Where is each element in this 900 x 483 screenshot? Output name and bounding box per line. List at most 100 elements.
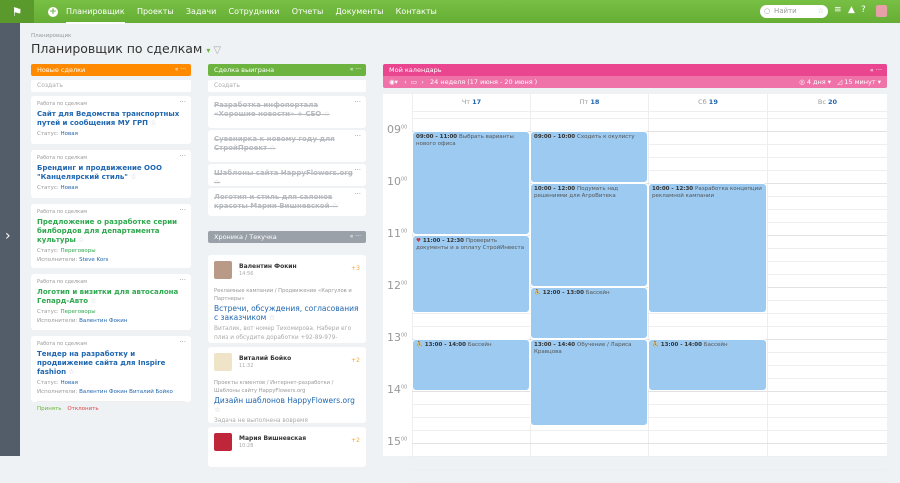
dropdown-icon[interactable]: ▾ xyxy=(206,46,211,55)
calendar-event[interactable]: 09:00 - 11:00 Выбрать варианты нового оф… xyxy=(412,131,530,235)
star-icon[interactable]: ☆ xyxy=(147,119,157,127)
collapse-more-icons[interactable]: « ··· xyxy=(174,66,186,73)
more-icon[interactable]: ··· xyxy=(354,132,361,140)
calendar-event[interactable]: ⛹ 13:00 - 14:00 Бассейн xyxy=(648,339,767,391)
card-title[interactable]: Брендинг и продвижение ООО "Канцелярский… xyxy=(37,164,185,182)
nav-projects[interactable]: Проекты xyxy=(136,6,174,16)
collapse-more-icons[interactable]: « ··· xyxy=(349,233,361,240)
won-deal-card[interactable]: ··· Разработка инфопортала «Хорошие новос… xyxy=(208,96,366,128)
more-icon[interactable]: ··· xyxy=(354,190,361,198)
feed-item[interactable]: Мария Вишневская 10:28 +2 xyxy=(208,427,366,467)
card-title-text[interactable]: Сувенирка к новому году для СтройПроект xyxy=(214,135,335,152)
author-name[interactable]: Валентин Фокин xyxy=(239,263,297,270)
task-link-text[interactable]: Дизайн шаблонов HappyFlowers.org xyxy=(214,396,355,405)
status-value[interactable]: Переговоры xyxy=(60,309,96,315)
collapse-more-icons[interactable]: « ··· xyxy=(349,66,361,73)
calendar-grid[interactable]: Чт 17 Пт 18 Сб 19 Вс 20 0900 1000 1100 1200 1300… xyxy=(383,94,887,483)
star-icon[interactable]: ☆ xyxy=(127,173,137,181)
star-icon[interactable]: ☆ xyxy=(266,313,276,322)
calendar-event[interactable]: ⛹ 13:00 - 14:00 Бассейн xyxy=(412,339,530,391)
task-link-text[interactable]: Встречи, обсуждения, согласования с зака… xyxy=(214,304,359,322)
feed-item[interactable]: Виталий Бойко 11:32 +2 Проекты клиентов / И… xyxy=(208,347,366,424)
card-title[interactable]: Шаблоны сайта HappyFlowers.org ☆ xyxy=(214,169,360,187)
deal-card[interactable]: Работа по сделкам ··· Предложение о разраб… xyxy=(31,204,191,268)
avatar[interactable] xyxy=(214,353,232,371)
card-title[interactable]: Сувенирка к новому году для СтройПроект … xyxy=(214,135,360,153)
menu-icon[interactable]: ≡ xyxy=(834,5,842,15)
calendar-event[interactable]: ♥ 11:00 - 12:30 Проверить документы и а … xyxy=(412,235,530,313)
avatar[interactable] xyxy=(214,261,232,279)
calendar-icon[interactable]: ▭ xyxy=(410,78,418,86)
author-name[interactable]: Виталий Бойко xyxy=(239,355,292,362)
star-icon[interactable]: ☆ xyxy=(75,236,85,244)
card-title-text[interactable]: Предложение о разработке серии билбордов… xyxy=(37,218,178,244)
star-icon[interactable]: ☆ xyxy=(66,368,75,376)
nav-contacts[interactable]: Контакты xyxy=(395,6,437,16)
days-view-select[interactable]: 4 дня xyxy=(806,78,826,86)
task-link[interactable]: Встречи, обсуждения, согласования с зака… xyxy=(214,304,360,322)
calendar-event[interactable]: ⛹ 12:00 - 13:00 Бассейн xyxy=(530,287,648,339)
user-avatar[interactable] xyxy=(876,5,887,17)
card-title-text[interactable]: Разработка инфопортала «Хорошие новости»… xyxy=(214,101,322,118)
task-link[interactable]: Дизайн шаблонов HappyFlowers.org ☆ xyxy=(214,396,360,414)
step-select[interactable]: 15 минут xyxy=(844,78,876,86)
nav-planner[interactable]: Планировщик xyxy=(66,2,125,24)
status-value[interactable]: Новая xyxy=(60,380,78,386)
left-sidebar[interactable]: › xyxy=(0,23,20,456)
deal-card[interactable]: Работа по сделкам ··· Брендинг и продвижен… xyxy=(31,150,191,198)
executors-value[interactable]: Steve Kors xyxy=(79,257,109,263)
decline-button[interactable]: Отклонить xyxy=(67,406,99,412)
accept-button[interactable]: Принять xyxy=(37,406,62,412)
feed-item[interactable]: Валентин Фокин 14:56 +3 Рекламные кампании … xyxy=(208,255,366,343)
star-icon[interactable]: ☆ xyxy=(214,405,221,414)
day-header[interactable]: Пт 18 xyxy=(530,94,648,111)
user-select[interactable]: ◉▾ xyxy=(389,78,398,86)
star-icon[interactable]: ☆ xyxy=(214,178,221,186)
day-header[interactable]: Чт 17 xyxy=(412,94,530,111)
status-value[interactable]: Новая xyxy=(60,131,78,137)
logo-flag-icon[interactable]: ⚑ xyxy=(0,0,34,23)
status-value[interactable]: Новая xyxy=(60,185,78,191)
card-title-text[interactable]: Тендер на разработку и продвижение сайта… xyxy=(37,350,166,376)
star-icon[interactable]: ☆ xyxy=(817,7,824,15)
calendar-event[interactable]: 13:00 - 14:40 Обучение / Лариса Кравцова xyxy=(530,339,648,426)
star-icon[interactable]: ☆ xyxy=(267,144,276,152)
add-icon[interactable]: + xyxy=(48,6,58,17)
notification-icon[interactable]: ▲ xyxy=(848,5,855,15)
won-deal-card[interactable]: ··· Логотип и стиль для салонов красоты М… xyxy=(208,188,366,216)
nav-employees[interactable]: Сотрудники xyxy=(228,6,280,16)
deal-card[interactable]: Работа по сделкам ··· Тендер на разработку… xyxy=(31,336,191,412)
more-icon[interactable]: ··· xyxy=(179,98,186,106)
nav-documents[interactable]: Документы xyxy=(335,6,384,16)
breadcrumb[interactable]: Планировщик xyxy=(31,33,72,39)
calendar-event[interactable]: 09:00 - 10:00 Сходить к окулисту xyxy=(530,131,648,183)
filter-icon[interactable]: ▽ xyxy=(213,45,222,56)
day-header[interactable]: Вс 20 xyxy=(767,94,887,111)
more-icon[interactable]: ··· xyxy=(179,338,186,346)
column-header-won[interactable]: Сделка выиграна « ··· xyxy=(208,64,366,76)
nav-reports[interactable]: Отчеты xyxy=(291,6,324,16)
collapse-more-icons[interactable]: « ··· xyxy=(869,66,882,74)
avatar[interactable] xyxy=(214,433,232,451)
day-header[interactable]: Сб 19 xyxy=(648,94,767,111)
calendar-event[interactable]: 10:00 - 12:30 Разработка концепции рекла… xyxy=(648,183,767,313)
card-title-text[interactable]: Сайт для Ведомства транспортных путей и … xyxy=(37,110,180,127)
help-icon[interactable]: ? xyxy=(861,5,866,15)
prev-week-button[interactable]: ‹ xyxy=(404,78,407,86)
chevron-right-icon[interactable]: › xyxy=(5,228,11,244)
search-input[interactable]: ○ Найти ☆ xyxy=(760,5,828,18)
status-value[interactable]: Переговоры xyxy=(60,248,96,254)
card-title-text[interactable]: Логотип и стиль для салонов красоты Мари… xyxy=(214,193,333,210)
card-title[interactable]: Предложение о разработке серии билбордов… xyxy=(37,218,185,245)
executors-value[interactable]: Валентин Фокин xyxy=(79,318,128,324)
more-icon[interactable]: ··· xyxy=(179,276,186,284)
deal-card[interactable]: Работа по сделкам ··· Логотип и визитки дл… xyxy=(31,274,191,330)
more-icon[interactable]: ··· xyxy=(179,206,186,214)
nav-tasks[interactable]: Задачи xyxy=(185,6,217,16)
star-icon[interactable]: ☆ xyxy=(88,297,97,305)
won-deal-card[interactable]: ··· Сувенирка к новому году для СтройПрое… xyxy=(208,130,366,162)
won-deal-card[interactable]: ··· Шаблоны сайта HappyFlowers.org ☆ xyxy=(208,164,366,186)
executors-value[interactable]: Валентин Фокин Виталий Бойко xyxy=(79,389,173,395)
next-week-button[interactable]: › xyxy=(421,78,424,86)
column-header-feed[interactable]: Хроника / Текучка « ··· xyxy=(208,231,366,243)
